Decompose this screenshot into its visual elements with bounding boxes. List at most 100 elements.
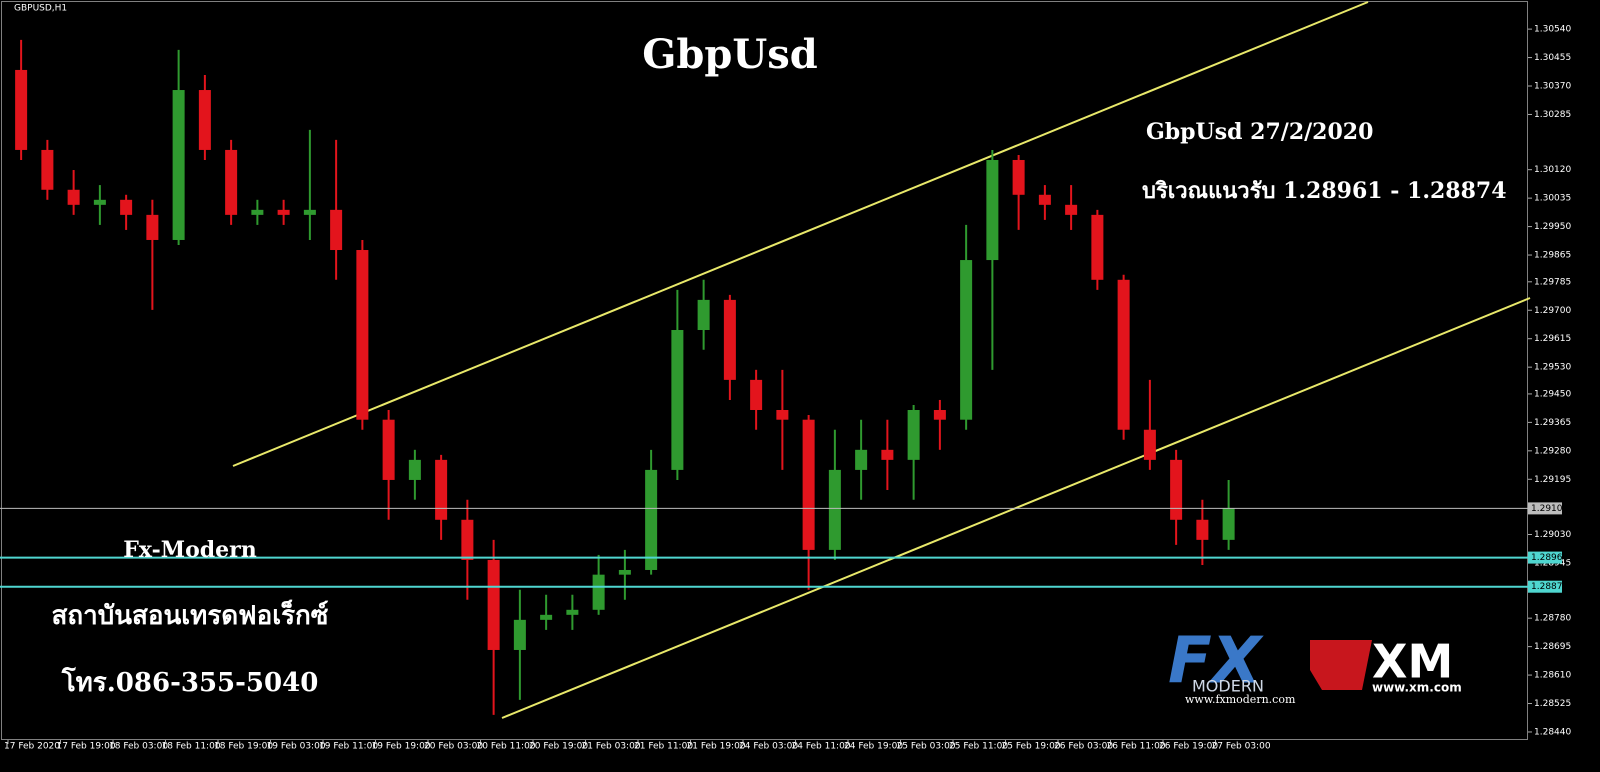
candle-body [408, 459, 421, 480]
price-label-box [1528, 502, 1562, 515]
y-tick-label: 1.29450 [1534, 389, 1571, 399]
logo-xm-url: www.xm.com [1372, 681, 1462, 695]
brand-name: Fx-Modern [123, 537, 256, 563]
x-tick-label: 18 Feb 19:00 [214, 742, 273, 752]
y-tick-label: 1.29700 [1534, 306, 1571, 316]
candle-body [461, 519, 474, 560]
y-tick-label: 1.29950 [1534, 222, 1571, 232]
candle-body [933, 409, 946, 420]
candle-body [1117, 279, 1130, 430]
candle-body [382, 419, 395, 480]
annotation: GbpUsd 27/2/2020 [1146, 119, 1373, 145]
x-tick-label: 18 Feb 03:00 [109, 742, 168, 752]
x-tick-label: 20 Feb 03:00 [424, 742, 483, 752]
annotation: บริเวณแนวรับ 1.28961 - 1.28874 [1142, 178, 1507, 204]
x-tick-label: 24 Feb 03:00 [739, 742, 798, 752]
y-tick-label: 1.30285 [1534, 110, 1571, 120]
candle-body [67, 189, 80, 205]
candle-body [15, 69, 28, 150]
candle-body [540, 614, 553, 620]
x-tick-label: 18 Feb 11:00 [162, 742, 221, 752]
price-label: 1.29108 [1531, 504, 1568, 514]
candle-body [1038, 194, 1051, 205]
candle-body [776, 409, 789, 420]
y-tick-label: 1.30120 [1534, 165, 1571, 175]
candle-body [1222, 508, 1235, 540]
candle-body [855, 449, 868, 470]
x-tick-label: 17 Feb 2020 [4, 742, 60, 752]
candle-body [1091, 214, 1104, 280]
candle-body [356, 250, 369, 420]
y-tick-label: 1.28610 [1534, 671, 1571, 681]
price-label: 1.28874 [1531, 582, 1568, 592]
x-tick-label: 24 Feb 11:00 [792, 742, 851, 752]
candle-body [645, 469, 658, 570]
logo-xm: XM [1372, 635, 1453, 689]
candle-body [146, 214, 159, 240]
y-tick-label: 1.29280 [1534, 446, 1571, 456]
candle-body [671, 330, 684, 470]
logo-xm-icon [1310, 640, 1372, 690]
price-label-box [1528, 551, 1562, 564]
candle-body [487, 559, 500, 650]
brand-tagline: สถาบันสอนเทรดฟอเร็กซ์ [52, 599, 329, 631]
candle-body [802, 419, 815, 550]
y-tick-label: 1.28525 [1534, 699, 1571, 709]
trend-line [232, 1, 1369, 467]
candle-body [723, 299, 736, 380]
candle-body [592, 574, 605, 610]
x-tick-label: 26 Feb 03:00 [1054, 742, 1113, 752]
y-tick-label: 1.29865 [1534, 251, 1571, 261]
candle-body [907, 409, 920, 460]
chart-title: GbpUsd [642, 31, 818, 78]
price-label-box [1528, 580, 1562, 593]
candle-body [566, 609, 579, 615]
candle-body [1143, 429, 1156, 460]
x-tick-label: 21 Feb 03:00 [582, 742, 641, 752]
x-tick-label: 24 Feb 19:00 [844, 742, 903, 752]
candle-body [618, 569, 631, 575]
candle-body [881, 449, 894, 460]
x-tick-label: 21 Feb 19:00 [687, 742, 746, 752]
x-tick-label: 21 Feb 11:00 [634, 742, 693, 752]
x-tick-label: 19 Feb 19:00 [372, 742, 431, 752]
y-tick-label: 1.30035 [1534, 194, 1571, 204]
candle-body [960, 260, 973, 420]
x-tick-label: 19 Feb 11:00 [319, 742, 378, 752]
candle-body [1196, 519, 1209, 540]
x-tick-label: 25 Feb 03:00 [897, 742, 956, 752]
y-tick-label: 1.28440 [1534, 727, 1571, 737]
candle-body [303, 209, 316, 215]
x-tick-label: 25 Feb 11:00 [949, 742, 1008, 752]
x-tick-label: 17 Feb 19:00 [57, 742, 116, 752]
candle-body [1065, 204, 1078, 215]
logos: FX MODERN www.fxmodern.com XM www.xm.com [1168, 625, 1462, 706]
logo-fx: FX [1168, 625, 1264, 699]
candle-body [277, 209, 290, 215]
candle-body [1170, 459, 1183, 520]
candle-body [1012, 159, 1025, 195]
price-label: 1.28961 [1531, 553, 1568, 563]
y-tick-label: 1.28695 [1534, 642, 1571, 652]
y-tick-label: 1.30455 [1534, 53, 1571, 63]
x-tick-label: 26 Feb 19:00 [1159, 742, 1218, 752]
x-tick-label: 20 Feb 19:00 [529, 742, 588, 752]
x-tick-label: 19 Feb 03:00 [267, 742, 326, 752]
candle-body [513, 619, 526, 650]
candle-body [93, 199, 106, 205]
x-tick-label: 25 Feb 19:00 [1002, 742, 1061, 752]
candle-body [225, 149, 238, 215]
y-tick-label: 1.29785 [1534, 277, 1571, 287]
candle-body [697, 299, 710, 331]
candle-body [198, 90, 211, 150]
y-tick-label: 1.28780 [1534, 614, 1571, 624]
x-tick-label: 26 Feb 11:00 [1107, 742, 1166, 752]
y-tick-label: 1.29530 [1534, 363, 1571, 373]
logo-fx-sub: MODERN [1192, 677, 1264, 696]
candle-body [172, 90, 185, 240]
symbol: GBPUSD,H1 [14, 4, 67, 14]
y-tick-label: 1.30370 [1534, 82, 1571, 92]
y-tick-label: 1.29030 [1534, 530, 1571, 540]
x-tick-label: 27 Feb 03:00 [1212, 742, 1271, 752]
